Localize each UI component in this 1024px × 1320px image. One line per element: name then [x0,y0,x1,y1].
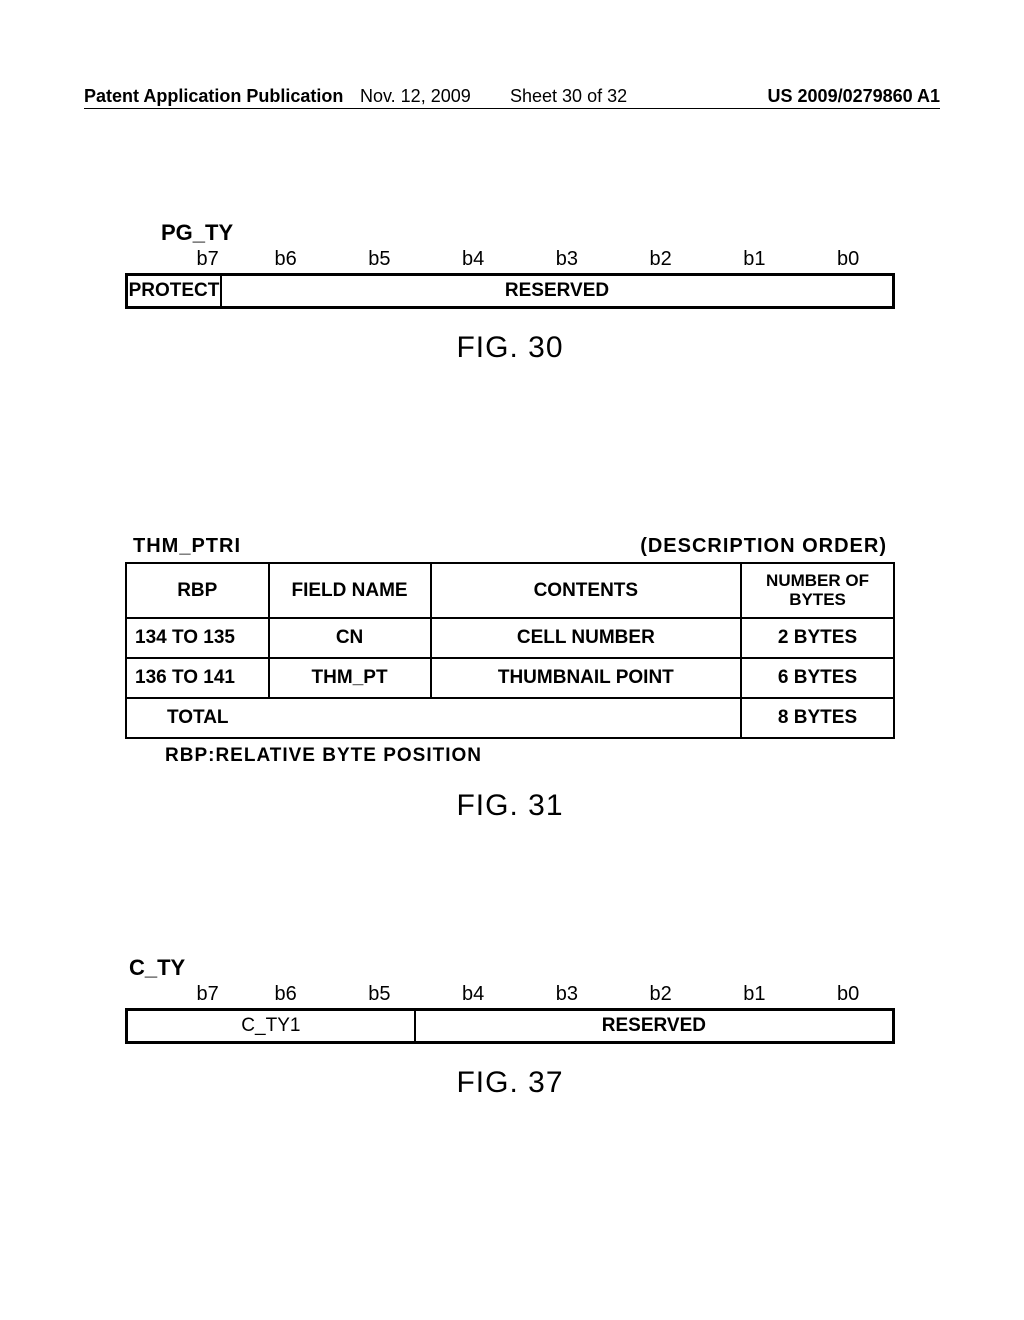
bit-label: b5 [333,983,427,1008]
fig30-bits-row: b7 b6 b5 b4 b3 b2 b1 b0 [125,248,895,273]
fig-37: C_TY b7 b6 b5 b4 b3 b2 b1 b0 C_TY1 RESER… [125,955,895,1100]
cell-field: CN [269,618,431,658]
fig37-bits-row: b7 b6 b5 b4 b3 b2 b1 b0 [125,983,895,1008]
header-left: Patent Application Publication [84,86,343,107]
fig31-right-label: (DESCRIPTION ORDER) [640,535,887,558]
fig31-note: RBP:RELATIVE BYTE POSITION [165,745,895,767]
bit-label: b6 [239,983,333,1008]
page: Patent Application Publication Nov. 12, … [0,0,1024,1320]
fig30-table: PROTECT RESERVED [125,273,895,309]
cell-field: THM_PT [269,658,431,698]
fig30-caption: FIG. 30 [125,331,895,365]
bit-label: b2 [614,983,708,1008]
bit-label: b7 [125,983,239,1008]
bit-label: b1 [708,248,802,273]
cell-total-label: TOTAL [126,698,269,738]
bit-label: b0 [801,983,895,1008]
th-field: FIELD NAME [269,563,431,618]
table-header-row: RBP FIELD NAME CONTENTS NUMBER OF BYTES [126,563,894,618]
bit-label: b5 [333,248,427,273]
th-rbp: RBP [126,563,269,618]
fig31-labels: THM_PTRI (DESCRIPTION ORDER) [125,535,895,558]
fig-31: THM_PTRI (DESCRIPTION ORDER) RBP FIELD N… [125,535,895,823]
table-row: 136 TO 141 THM_PT THUMBNAIL POINT 6 BYTE… [126,658,894,698]
bit-label: b3 [520,983,614,1008]
table-total-row: TOTAL 8 BYTES [126,698,894,738]
fig-30: PG_TY b7 b6 b5 b4 b3 b2 b1 b0 PROTECT RE… [125,220,895,365]
cell-empty [431,698,741,738]
fig37-title: C_TY [129,955,895,981]
header-rule [84,108,940,109]
cell-empty [269,698,431,738]
cell-rbp: 134 TO 135 [126,618,269,658]
fig31-left-label: THM_PTRI [133,535,241,558]
cell-contents: CELL NUMBER [431,618,741,658]
fig31-table: RBP FIELD NAME CONTENTS NUMBER OF BYTES … [125,562,895,739]
cell-rbp: 136 TO 141 [126,658,269,698]
bit-label: b6 [239,248,333,273]
th-contents: CONTENTS [431,563,741,618]
bit-label: b2 [614,248,708,273]
fig30-title: PG_TY [161,220,895,246]
fig37-caption: FIG. 37 [125,1066,895,1100]
fig30-cell-reserved: RESERVED [222,276,892,306]
fig31-caption: FIG. 31 [125,789,895,823]
bit-label: b7 [125,248,239,273]
bit-label: b0 [801,248,895,273]
table-row: 134 TO 135 CN CELL NUMBER 2 BYTES [126,618,894,658]
bit-label: b3 [520,248,614,273]
cell-contents: THUMBNAIL POINT [431,658,741,698]
cell-bytes: 2 BYTES [741,618,894,658]
cell-total-bytes: 8 BYTES [741,698,894,738]
fig37-cell-reserved: RESERVED [416,1011,892,1041]
fig30-cell-protect: PROTECT [128,276,222,306]
fig37-table: C_TY1 RESERVED [125,1008,895,1044]
th-bytes: NUMBER OF BYTES [741,563,894,618]
bit-label: b4 [426,983,520,1008]
bit-label: b1 [708,983,802,1008]
header-date: Nov. 12, 2009 [360,86,471,107]
fig37-cell-cty1: C_TY1 [128,1011,416,1041]
header-pubno: US 2009/0279860 A1 [768,86,940,107]
cell-bytes: 6 BYTES [741,658,894,698]
bit-label: b4 [426,248,520,273]
header-sheet: Sheet 30 of 32 [510,86,627,107]
